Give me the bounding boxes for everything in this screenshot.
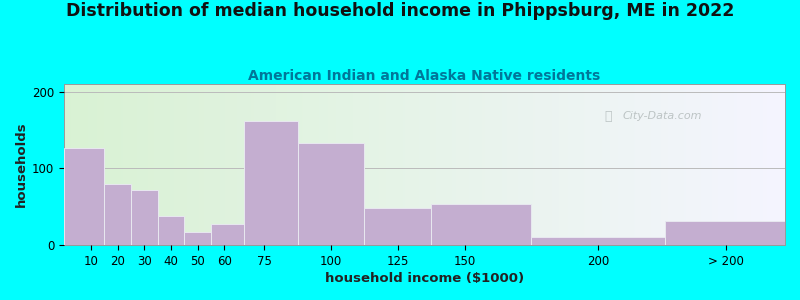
X-axis label: household income ($1000): household income ($1000) <box>325 272 524 285</box>
Bar <box>298 143 365 245</box>
Text: City-Data.com: City-Data.com <box>623 111 702 122</box>
Text: Distribution of median household income in Phippsburg, ME in 2022: Distribution of median household income … <box>66 2 734 20</box>
Text: ⓘ: ⓘ <box>605 110 612 123</box>
Bar <box>665 220 785 245</box>
Bar <box>211 224 244 245</box>
Bar <box>64 148 104 245</box>
Bar <box>244 121 298 245</box>
Title: American Indian and Alaska Native residents: American Indian and Alaska Native reside… <box>249 69 601 83</box>
Bar <box>131 190 158 245</box>
Y-axis label: households: households <box>15 122 28 208</box>
Bar <box>184 232 211 245</box>
Bar <box>158 216 184 245</box>
Bar <box>365 208 431 245</box>
Bar <box>531 237 665 245</box>
Bar <box>431 205 531 245</box>
Bar <box>104 184 131 245</box>
